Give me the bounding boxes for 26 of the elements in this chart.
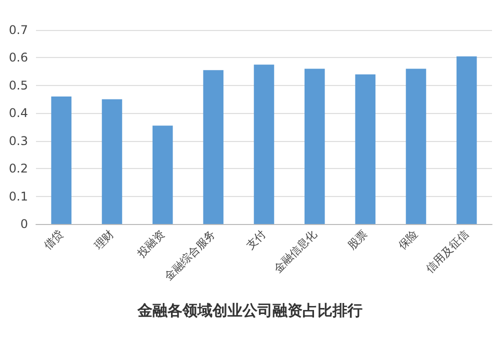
x-tick-label: 借贷 [41,227,66,252]
x-tick-label: 信用及征信 [423,227,472,276]
bar [406,68,426,224]
y-tick-label: 0 [20,217,28,231]
bar [254,64,274,224]
y-tick-label: 0.6 [8,50,28,65]
x-tick-label: 股票 [345,227,370,252]
bar [456,56,477,224]
x-tick-label: 理财 [92,227,117,252]
x-tick-label: 金融信息化 [271,227,320,276]
bar [51,96,72,224]
bar [355,74,376,224]
y-tick-label: 0.1 [8,189,28,204]
x-tick-label: 保险 [396,227,421,252]
y-tick-label: 0.4 [8,106,28,120]
bar [304,68,325,224]
bar [203,70,224,224]
y-tick-label: 0.3 [8,134,28,148]
text: 金融各领域创业公司融资占比排行 [136,302,362,320]
bar [152,126,173,224]
bar [102,99,122,224]
x-tick-label: 投融资 [134,227,168,261]
y-tick-label: 0.5 [8,78,28,92]
y-tick-label: 0.7 [8,23,28,37]
x-tick-label: 支付 [244,227,269,252]
y-tick-label: 0.2 [8,162,28,176]
